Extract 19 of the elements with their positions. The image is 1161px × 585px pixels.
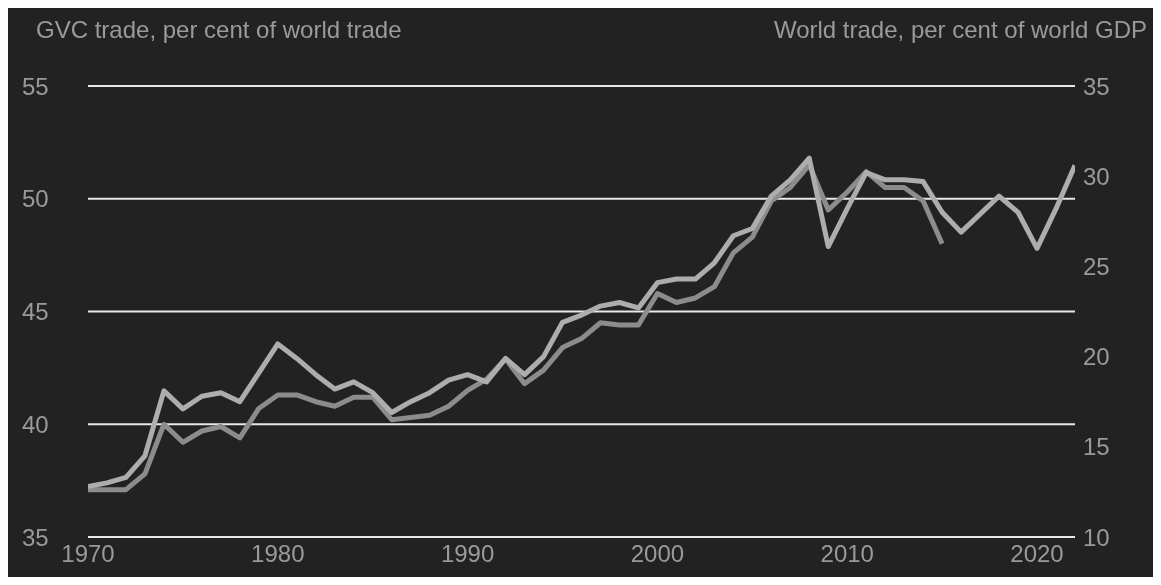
y-tick-label: 45 (22, 298, 49, 326)
y-tick-label: 40 (22, 410, 49, 438)
y-tick-label: 35 (22, 523, 49, 551)
x-tick-label: 2010 (820, 540, 874, 568)
x-tick-label: 1990 (440, 540, 495, 568)
x-tick-label: 1980 (251, 540, 305, 568)
x-tick-label: 2020 (1010, 540, 1064, 568)
y2-tick-label: 20 (1083, 343, 1110, 371)
y2-tick-label: 25 (1083, 252, 1110, 280)
y2-tick-label: 30 (1083, 162, 1110, 190)
y-axis-title: GVC trade, per cent of world trade (36, 16, 402, 44)
y-tick-label: 50 (22, 185, 49, 213)
y-tick-label: 55 (22, 72, 49, 100)
y2-tick-label: 10 (1083, 523, 1110, 551)
y2-tick-label: 15 (1083, 433, 1110, 461)
y2-axis-title: World trade, per cent of world GDP (773, 16, 1147, 44)
x-tick-label: 1970 (61, 540, 115, 568)
y2-tick-label: 35 (1083, 72, 1110, 100)
x-tick-label: 2000 (630, 540, 685, 568)
